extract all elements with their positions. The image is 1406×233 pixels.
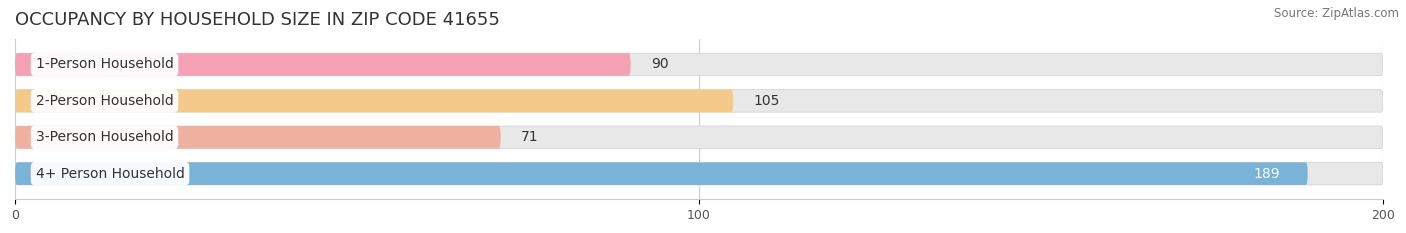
Text: 4+ Person Household: 4+ Person Household bbox=[35, 167, 184, 181]
Text: 3-Person Household: 3-Person Household bbox=[35, 130, 173, 144]
FancyBboxPatch shape bbox=[15, 53, 1384, 76]
FancyBboxPatch shape bbox=[15, 90, 1384, 112]
Text: 71: 71 bbox=[522, 130, 538, 144]
Text: 90: 90 bbox=[651, 58, 669, 72]
Text: Source: ZipAtlas.com: Source: ZipAtlas.com bbox=[1274, 7, 1399, 20]
FancyBboxPatch shape bbox=[15, 126, 501, 149]
FancyBboxPatch shape bbox=[15, 53, 631, 76]
Text: 189: 189 bbox=[1254, 167, 1281, 181]
Text: 1-Person Household: 1-Person Household bbox=[35, 58, 173, 72]
FancyBboxPatch shape bbox=[15, 90, 733, 112]
Text: OCCUPANCY BY HOUSEHOLD SIZE IN ZIP CODE 41655: OCCUPANCY BY HOUSEHOLD SIZE IN ZIP CODE … bbox=[15, 11, 501, 29]
Text: 105: 105 bbox=[754, 94, 780, 108]
Text: 2-Person Household: 2-Person Household bbox=[35, 94, 173, 108]
FancyBboxPatch shape bbox=[15, 162, 1384, 185]
FancyBboxPatch shape bbox=[15, 162, 1308, 185]
FancyBboxPatch shape bbox=[15, 126, 1384, 149]
